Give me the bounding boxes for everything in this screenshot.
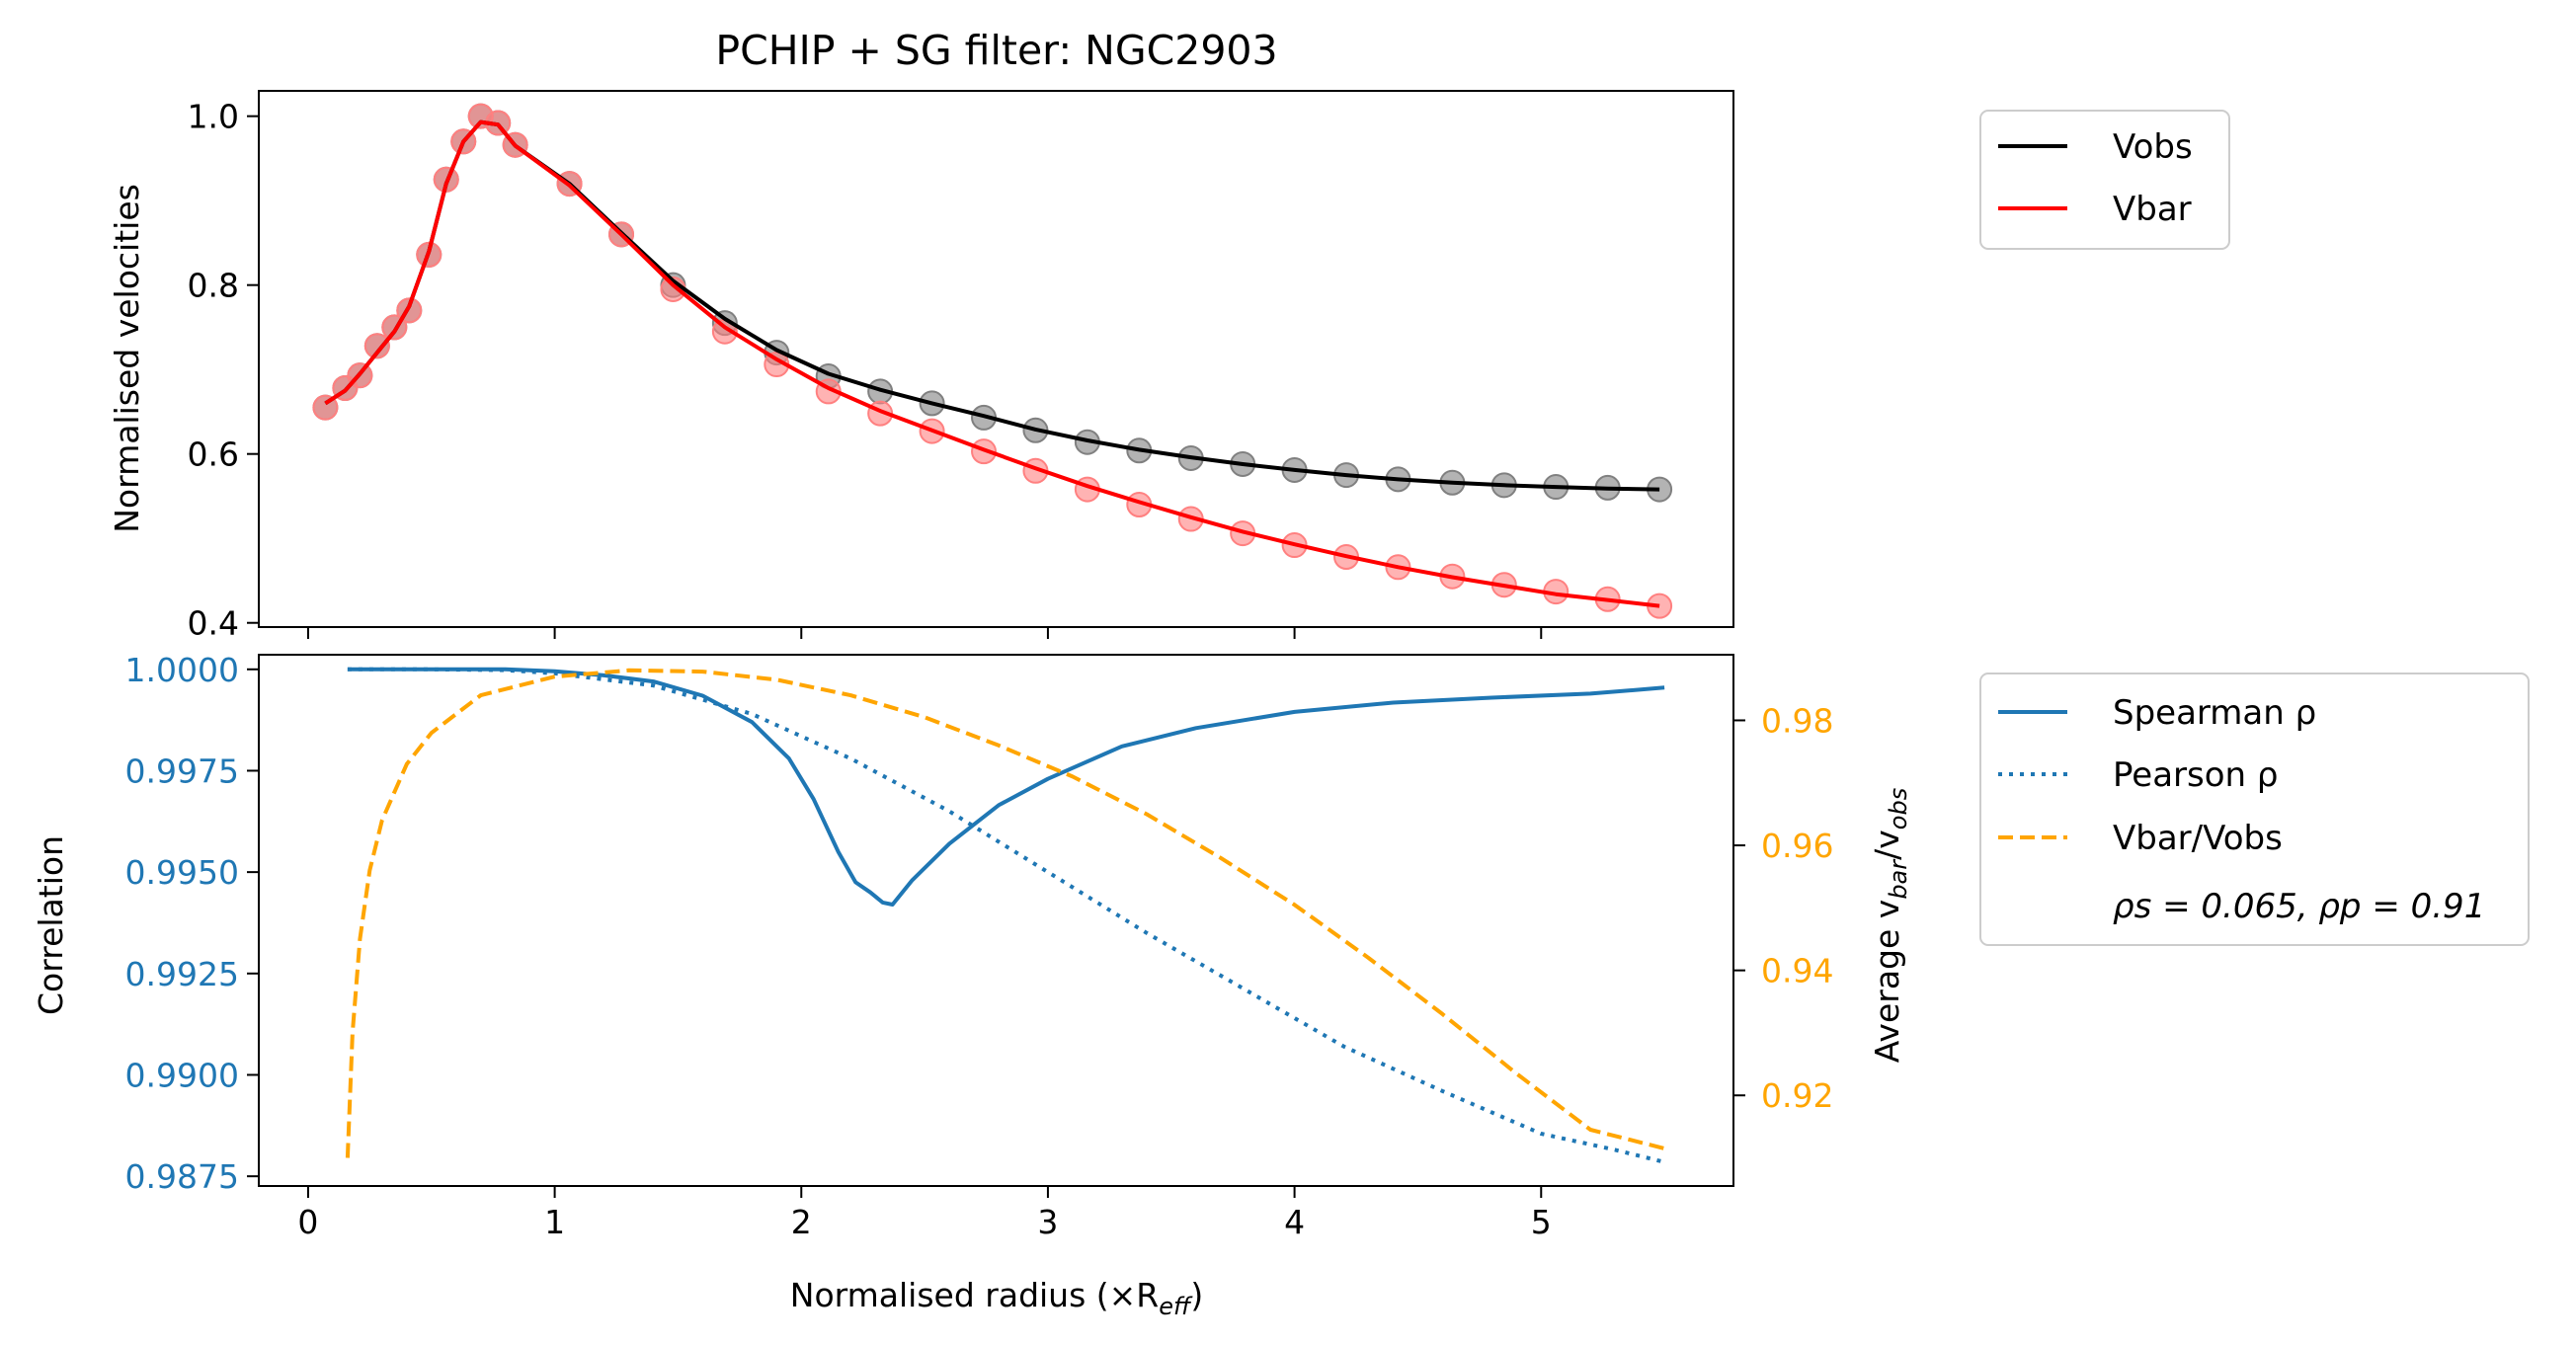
top-x-ticks: [306, 627, 1543, 639]
legend-correlation-annotation: ρs = 0.065, ρp = 0.91: [2113, 887, 2485, 926]
legend-spearman-label: Spearman ρ: [2113, 693, 2316, 733]
bottom-right-y-tick-label: 0.98: [1761, 701, 1833, 740]
top-y-axis-label: Normalised velocities: [108, 184, 146, 533]
bottom-right-y-ticks: 0.92 0.94 0.96 0.98: [1733, 701, 1833, 1115]
bottom-right-y-tick-label: 0.94: [1761, 952, 1833, 990]
top-y-tick-label: 0.8: [188, 267, 239, 305]
top-y-ticks: 0.4 0.6 0.8 1.0: [188, 98, 259, 643]
vbar-line: [324, 119, 1660, 608]
bottom-left-y-tick-label: 0.9925: [125, 955, 239, 993]
chart-title: PCHIP + SG filter: NGC2903: [715, 27, 1277, 74]
vbar-vobs-line: [345, 668, 1665, 1158]
x-tick-label: 5: [1531, 1203, 1552, 1241]
top-y-tick-label: 1.0: [188, 98, 239, 136]
x-axis-label: Normalised radius (×Reff): [790, 1276, 1203, 1320]
top-axes-frame: [258, 90, 1734, 628]
bottom-left-y-tick-label: 0.9900: [125, 1056, 239, 1094]
top-panel: PCHIP + SG filter: NGC2903 0.40.60.81.0 …: [108, 27, 2230, 643]
vbar-point: [363, 333, 390, 359]
bottom-right-y-tick-label: 0.96: [1761, 827, 1833, 865]
x-tick-label: 0: [297, 1203, 318, 1241]
bottom-legend-frame: [1979, 672, 2530, 946]
top-legend: Vobs Vbar: [1979, 110, 2230, 250]
bottom-plot-area: [345, 667, 1665, 1164]
legend-vbar-label: Vbar: [2113, 190, 2192, 229]
bottom-left-y-tick-label: 1.0000: [125, 651, 239, 689]
legend-vobs-label: Vobs: [2113, 127, 2193, 167]
x-tick-label: 3: [1037, 1203, 1058, 1241]
bottom-left-y-tick-label: 0.9950: [125, 853, 239, 892]
top-plot-area: [312, 103, 1673, 619]
vobs-line: [324, 119, 1660, 492]
bottom-left-y-axis-label: Correlation: [32, 835, 70, 1015]
x-tick-label: 1: [544, 1203, 565, 1241]
legend-ratio-label: Vbar/Vobs: [2113, 819, 2283, 858]
bottom-right-y-tick-label: 0.92: [1761, 1076, 1833, 1115]
bottom-left-y-tick-label: 0.9875: [125, 1157, 239, 1196]
legend-pearson-label: Pearson ρ: [2113, 755, 2278, 795]
spearman-line: [347, 667, 1665, 907]
bottom-right-y-axis-label: Average vbar/vobs: [1868, 788, 1912, 1063]
top-y-tick-label: 0.6: [188, 435, 239, 474]
x-tick-label: 4: [1284, 1203, 1305, 1241]
bottom-legend: Spearman ρ Pearson ρ Vbar/Vobs ρs = 0.06…: [1979, 672, 2530, 946]
pearson-line: [347, 667, 1665, 1164]
top-y-tick-label: 0.4: [188, 604, 239, 643]
bottom-x-ticks: 0 1 2 3 4 5: [297, 1186, 1552, 1241]
bottom-left-y-ticks: 0.9875 0.9900 0.9925 0.9950 0.9975 1.0000: [125, 651, 259, 1196]
bottom-left-y-tick-label: 0.9975: [125, 752, 239, 790]
bottom-panel: 0.9875 0.9900 0.9925 0.9950 0.9975 1.0000 0.9…: [32, 651, 2530, 1320]
bottom-axes-frame: [258, 654, 1734, 1187]
x-tick-label: 2: [791, 1203, 812, 1241]
